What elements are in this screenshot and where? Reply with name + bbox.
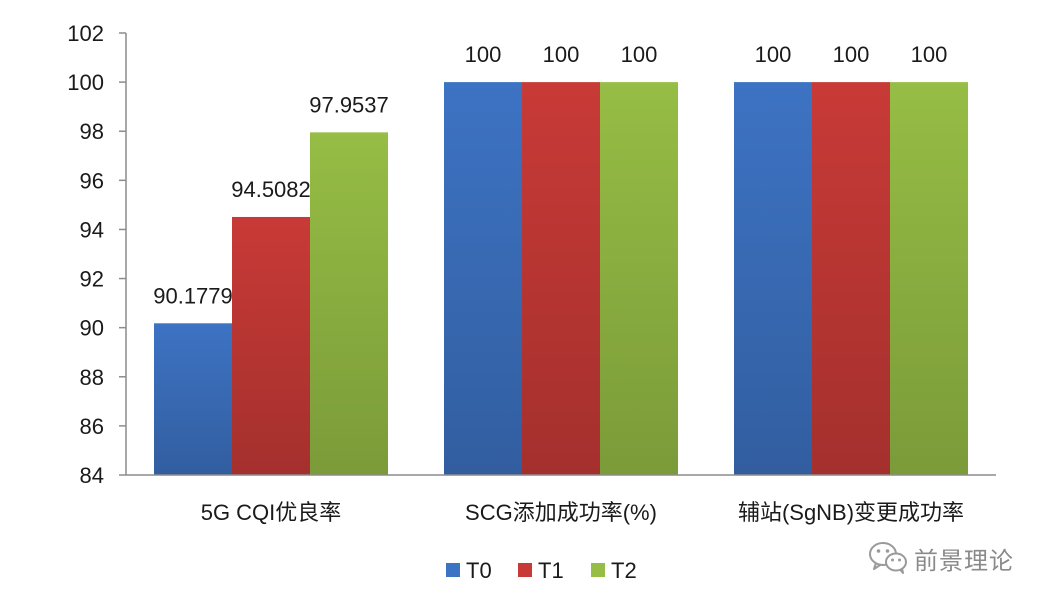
y-tick-label: 94	[80, 217, 104, 242]
x-category-label: SCG添加成功率(%)	[465, 500, 657, 525]
wechat-icon	[869, 542, 907, 574]
legend-label-t2: T2	[611, 558, 637, 583]
y-axis-ticks: 84 86 88 90 92 94 96 98 100 102	[67, 21, 126, 488]
y-tick-label: 84	[80, 463, 104, 488]
legend-label-t1: T1	[538, 558, 564, 583]
y-tick-label: 102	[67, 21, 104, 46]
data-label: 97.9537	[309, 92, 389, 117]
y-tick-label: 88	[80, 365, 104, 390]
data-label: 100	[621, 42, 658, 67]
y-tick-label: 100	[67, 70, 104, 95]
data-label: 100	[543, 42, 580, 67]
watermark: 前景理论	[868, 538, 1014, 578]
bar-t1-0	[232, 216, 310, 475]
bar-t1-1	[522, 82, 600, 475]
data-label: 90.1779	[153, 283, 233, 308]
y-tick-label: 98	[80, 119, 104, 144]
category-labels: 5G CQI优良率 SCG添加成功率(%) 辅站(SgNB)变更成功率	[201, 500, 964, 525]
legend-swatch-t2	[591, 563, 605, 577]
watermark-text: 前景理论	[914, 546, 1014, 575]
y-tick-label: 92	[80, 267, 104, 292]
bar-series	[154, 82, 968, 476]
legend-label-t0: T0	[466, 558, 492, 583]
data-label: 100	[833, 42, 870, 67]
legend: T0 T1 T2	[446, 558, 637, 583]
bar-t1-2	[812, 82, 890, 475]
legend-swatch-t1	[518, 563, 532, 577]
bar-t0-0	[154, 323, 232, 475]
bar-t2-2	[890, 82, 968, 475]
y-tick-label: 96	[80, 168, 104, 193]
x-category-label: 辅站(SgNB)变更成功率	[738, 500, 964, 525]
x-category-label: 5G CQI优良率	[201, 500, 342, 525]
bar-t2-1	[600, 82, 678, 475]
data-label: 100	[755, 42, 792, 67]
y-tick-label: 90	[80, 316, 104, 341]
y-tick-label: 86	[80, 414, 104, 439]
legend-swatch-t0	[446, 563, 460, 577]
data-labels: 90.1779 94.5082 97.9537 100 100 100 100 100 100	[153, 42, 947, 308]
bar-t0-1	[444, 82, 522, 475]
data-label: 100	[911, 42, 948, 67]
bar-t0-2	[734, 82, 812, 475]
bar-t2-0	[310, 132, 388, 476]
data-label: 94.5082	[231, 177, 311, 202]
data-label: 100	[465, 42, 502, 67]
